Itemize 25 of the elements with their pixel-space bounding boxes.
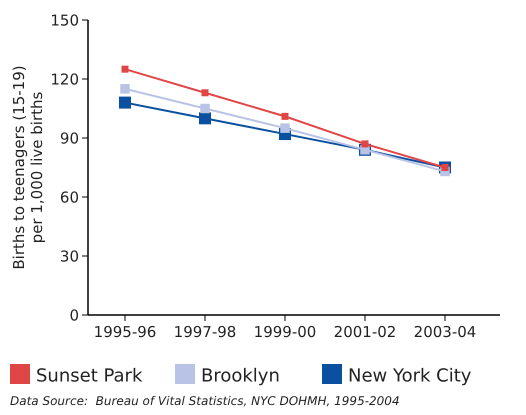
y-tick-label: 120 bbox=[50, 70, 79, 88]
y-tick-label: 30 bbox=[60, 247, 79, 266]
point bbox=[362, 140, 368, 148]
point bbox=[122, 66, 128, 73]
y-tick-label: 60 bbox=[60, 188, 79, 206]
point bbox=[199, 112, 211, 124]
y-axis-title: Births to teenagers (15-19) per 1,000 live births bbox=[10, 65, 46, 270]
legend-label: Brooklyn bbox=[201, 365, 280, 386]
y-tick-label: 150 bbox=[50, 11, 79, 30]
x-tick-label: 1999-00 bbox=[254, 323, 316, 341]
x-tick-label: 2003-04 bbox=[414, 323, 476, 341]
x-tick-label: 2001-02 bbox=[334, 323, 396, 341]
point bbox=[202, 89, 208, 96]
point bbox=[119, 96, 131, 109]
y-tick-label: 0 bbox=[69, 306, 79, 324]
legend-label: New York City bbox=[348, 365, 472, 386]
y-tick-label: 90 bbox=[60, 129, 79, 148]
source-note: Data Source: Bureau of Vital Statistics, NYC DOHMH, 1995-2004 bbox=[10, 394, 400, 408]
x-tick-label: 1995-96 bbox=[94, 323, 156, 341]
point bbox=[120, 84, 130, 94]
x-tick-label: 1997-98 bbox=[174, 323, 236, 341]
point bbox=[282, 112, 288, 120]
legend-label: Sunset Park bbox=[36, 365, 143, 386]
point bbox=[200, 104, 210, 114]
point bbox=[280, 123, 290, 133]
